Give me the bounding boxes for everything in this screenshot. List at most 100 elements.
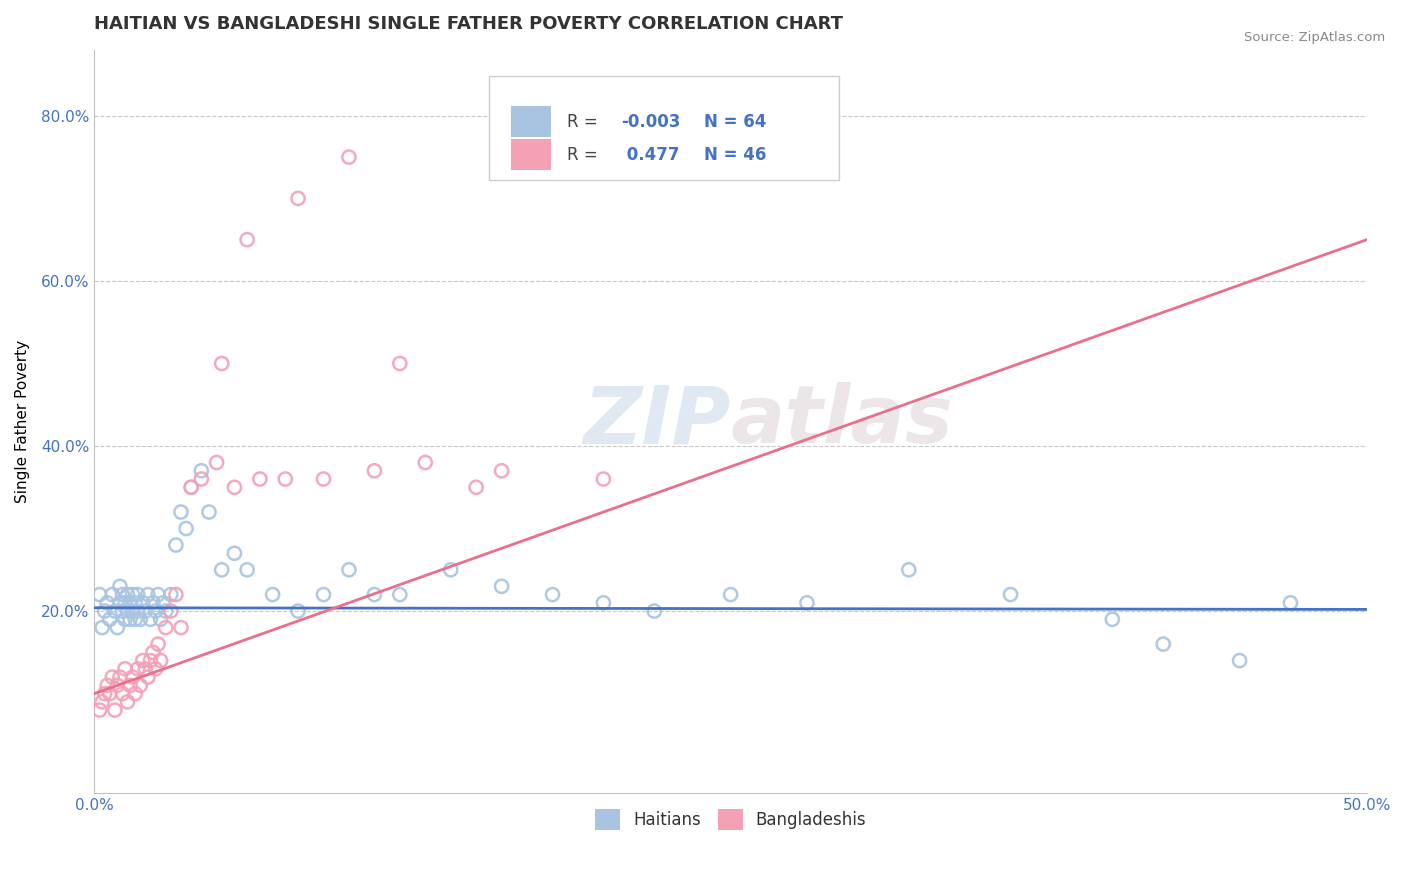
Point <box>312 588 335 602</box>
Point <box>388 588 411 602</box>
Point <box>98 687 121 701</box>
Point <box>136 588 159 602</box>
Point <box>211 563 233 577</box>
Point <box>121 604 143 618</box>
Point <box>124 596 146 610</box>
Point <box>111 604 134 618</box>
Point <box>129 678 152 692</box>
Point <box>127 662 149 676</box>
Point <box>101 670 124 684</box>
Point <box>541 588 564 602</box>
Text: ZIP: ZIP <box>583 383 731 460</box>
Point <box>114 612 136 626</box>
Point <box>121 670 143 684</box>
Point <box>249 472 271 486</box>
Point <box>1000 588 1022 602</box>
Point <box>262 588 284 602</box>
Point <box>165 538 187 552</box>
Point <box>592 472 614 486</box>
Point <box>491 579 513 593</box>
Point <box>388 356 411 370</box>
FancyBboxPatch shape <box>510 139 551 170</box>
Text: N = 46: N = 46 <box>704 146 766 164</box>
Point <box>91 621 114 635</box>
Point <box>312 472 335 486</box>
Point <box>132 596 155 610</box>
Point <box>152 596 174 610</box>
Point <box>136 670 159 684</box>
Point <box>104 604 127 618</box>
Point <box>1152 637 1174 651</box>
Point <box>337 563 360 577</box>
Point <box>142 596 165 610</box>
Text: R =: R = <box>567 146 603 164</box>
Point <box>1101 612 1123 626</box>
Point <box>643 604 665 618</box>
Point <box>134 604 156 618</box>
Point <box>274 472 297 486</box>
Point <box>224 480 246 494</box>
Point <box>145 604 167 618</box>
Point <box>897 563 920 577</box>
Point <box>170 505 193 519</box>
Point <box>96 678 118 692</box>
Point <box>165 588 187 602</box>
Point <box>149 654 172 668</box>
FancyBboxPatch shape <box>489 76 839 180</box>
Point <box>287 604 309 618</box>
Point <box>105 621 128 635</box>
Point <box>224 546 246 560</box>
Point <box>111 687 134 701</box>
Point <box>101 588 124 602</box>
Text: R =: R = <box>567 113 603 131</box>
Point <box>146 588 169 602</box>
Point <box>145 662 167 676</box>
Point <box>124 612 146 626</box>
Point <box>190 472 212 486</box>
Point <box>170 621 193 635</box>
Point <box>93 687 115 701</box>
Point <box>491 464 513 478</box>
Point <box>205 456 228 470</box>
Point <box>796 596 818 610</box>
Point <box>111 588 134 602</box>
Point <box>91 695 114 709</box>
Point <box>98 612 121 626</box>
Point <box>1279 596 1302 610</box>
Text: atlas: atlas <box>731 383 953 460</box>
Legend: Haitians, Bangladeshis: Haitians, Bangladeshis <box>588 803 873 837</box>
Point <box>155 604 177 618</box>
Point <box>105 678 128 692</box>
Point <box>592 596 614 610</box>
Point <box>174 522 197 536</box>
Point <box>236 563 259 577</box>
Text: N = 64: N = 64 <box>704 113 766 131</box>
Point <box>127 604 149 618</box>
Point <box>190 464 212 478</box>
Point <box>198 505 221 519</box>
Point <box>120 678 142 692</box>
Point <box>465 480 488 494</box>
Point <box>211 356 233 370</box>
Point <box>96 596 118 610</box>
Point <box>104 703 127 717</box>
Y-axis label: Single Father Poverty: Single Father Poverty <box>15 340 30 503</box>
Point <box>139 612 162 626</box>
Text: -0.003: -0.003 <box>621 113 681 131</box>
Point <box>117 588 139 602</box>
Point <box>134 662 156 676</box>
Point <box>1229 654 1251 668</box>
Point <box>159 588 181 602</box>
Text: Source: ZipAtlas.com: Source: ZipAtlas.com <box>1244 31 1385 45</box>
Point <box>159 604 181 618</box>
Point <box>139 654 162 668</box>
Point <box>413 456 436 470</box>
Point <box>236 233 259 247</box>
Point <box>127 588 149 602</box>
Point <box>337 150 360 164</box>
Point <box>142 645 165 659</box>
Point <box>114 596 136 610</box>
Point <box>93 604 115 618</box>
Point <box>120 612 142 626</box>
Point <box>180 480 202 494</box>
